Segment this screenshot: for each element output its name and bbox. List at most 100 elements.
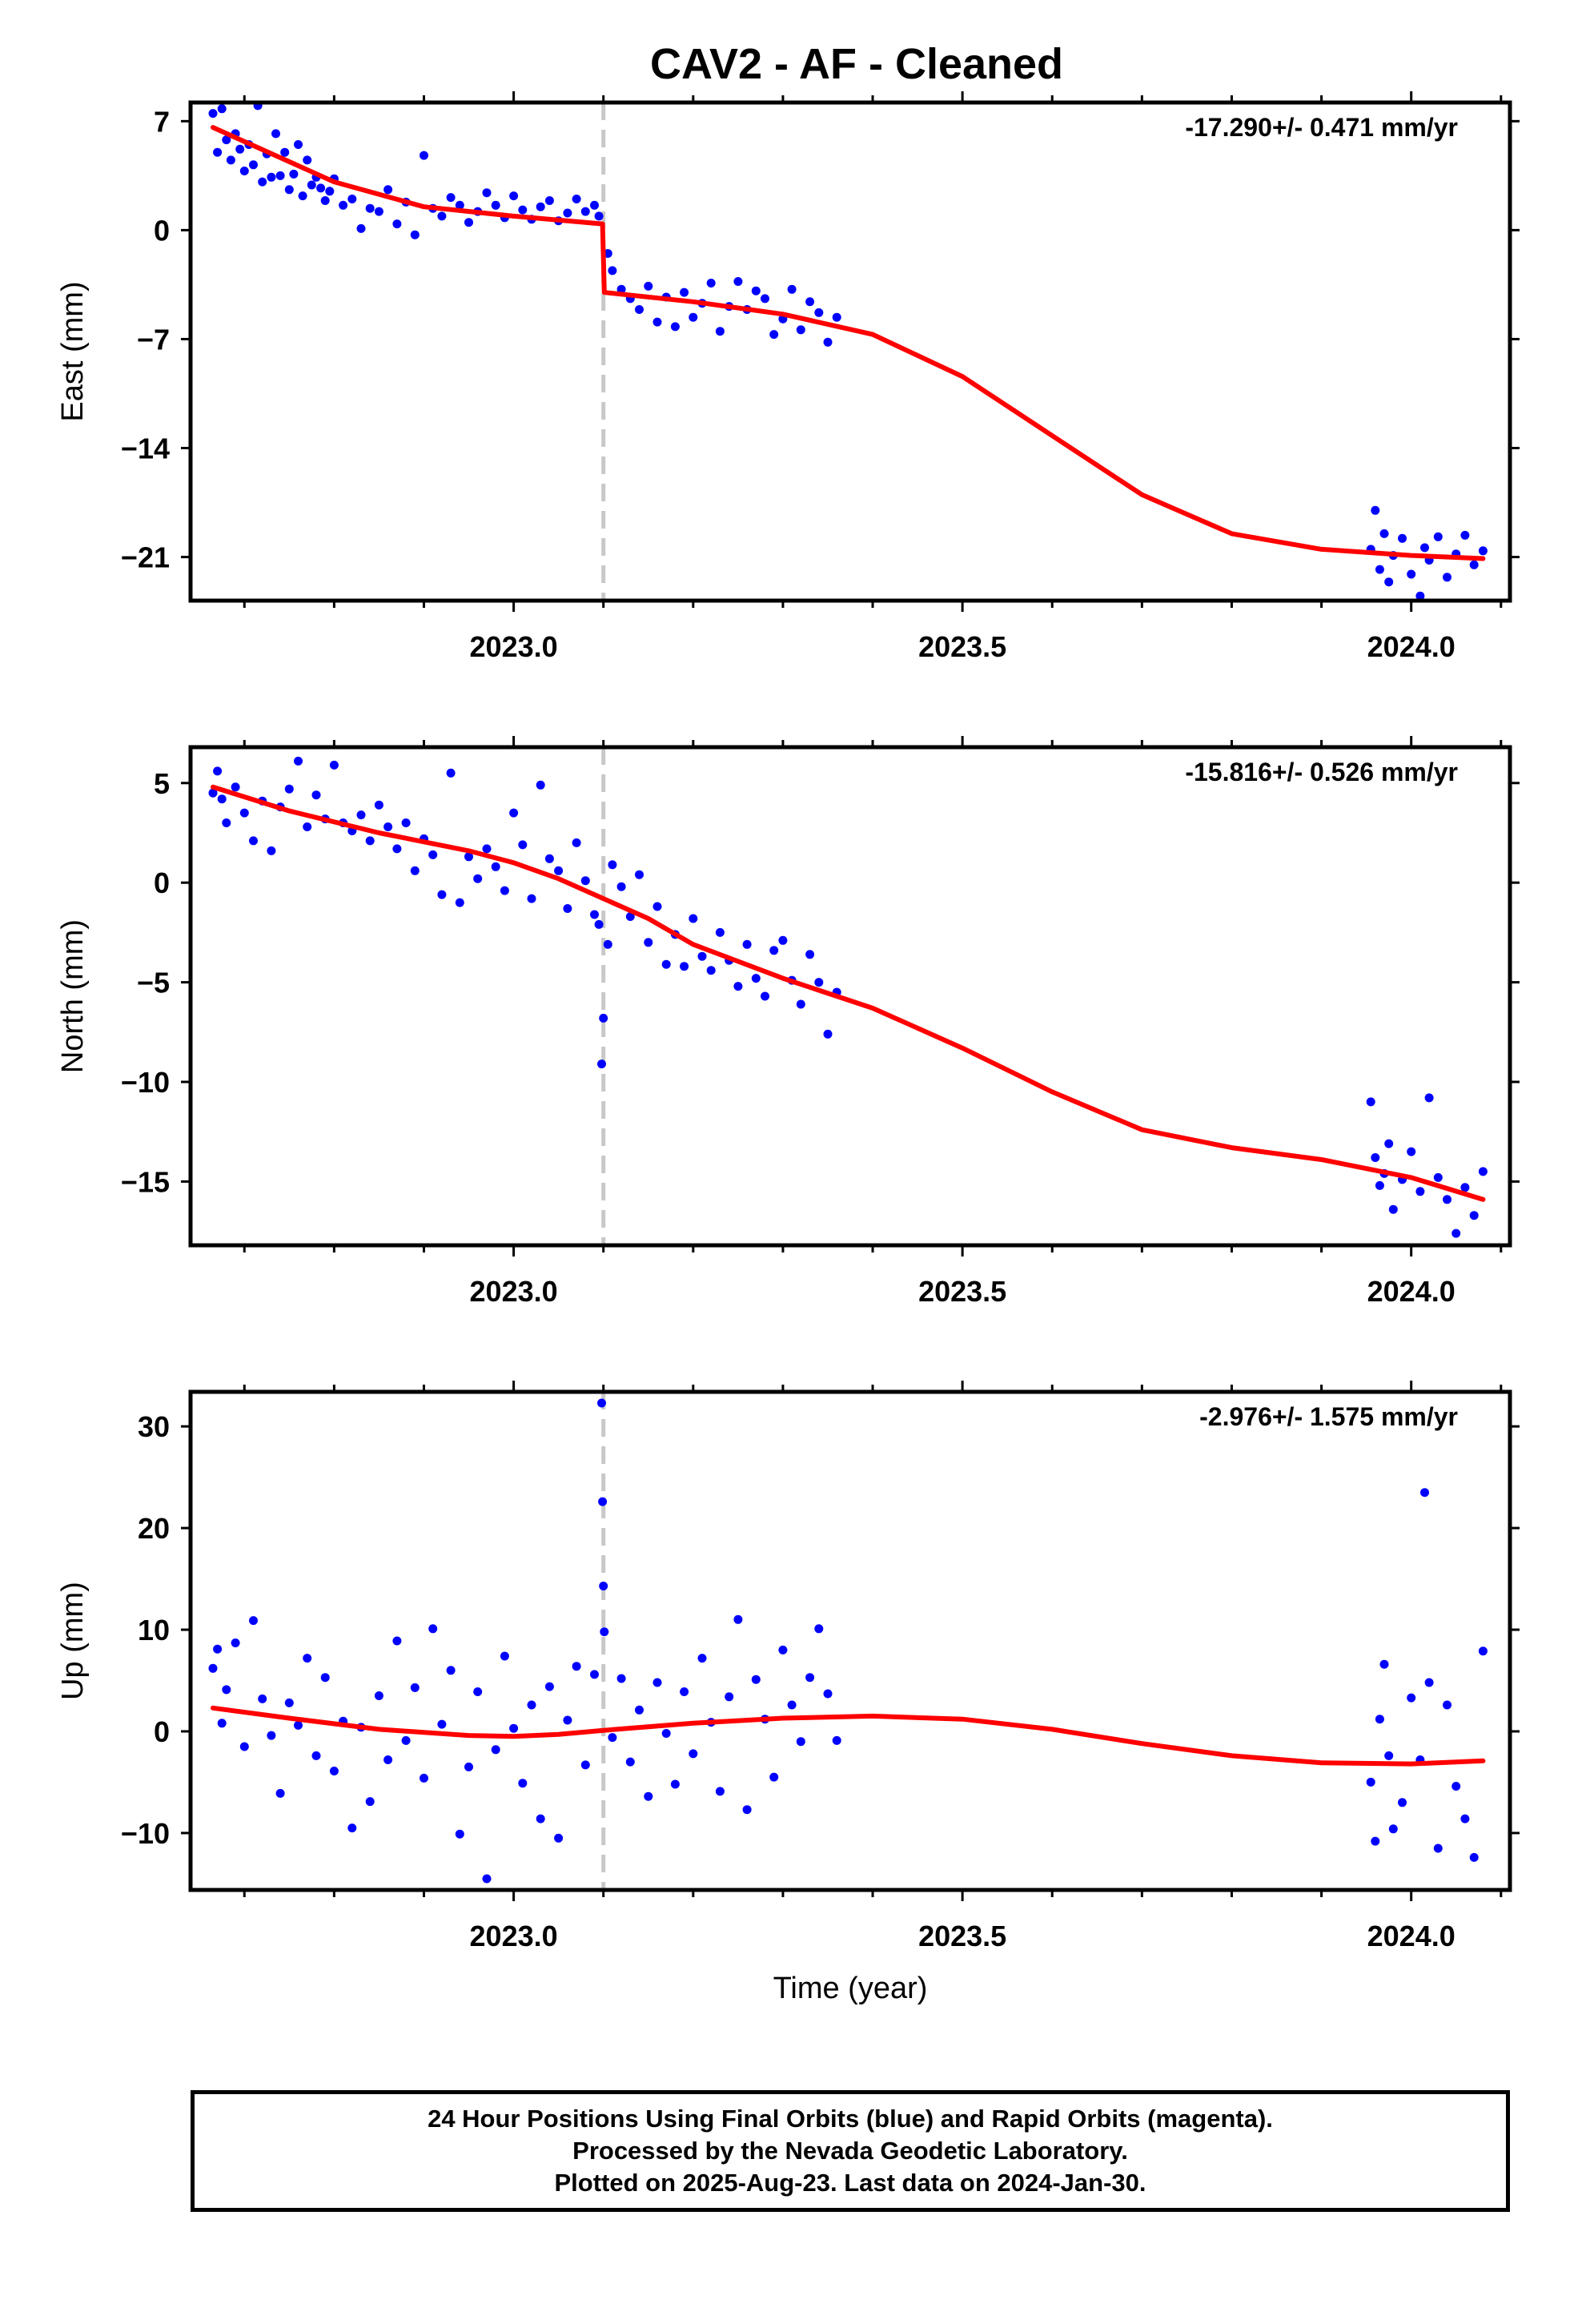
east-data-point bbox=[316, 183, 326, 193]
north-data-point bbox=[311, 790, 321, 800]
east-ytick-label: 7 bbox=[154, 105, 170, 138]
up-data-point bbox=[554, 1833, 564, 1843]
up-data-point bbox=[249, 1616, 258, 1626]
east-data-point bbox=[437, 211, 447, 221]
north-data-point bbox=[1371, 1153, 1380, 1162]
north-data-point bbox=[374, 800, 383, 810]
east-data-point bbox=[226, 155, 235, 165]
up-data-point bbox=[590, 1670, 599, 1679]
north-data-point bbox=[761, 991, 769, 1001]
east-data-point bbox=[670, 322, 680, 332]
north-data-point bbox=[635, 870, 644, 879]
east-ytick-label: −7 bbox=[137, 323, 170, 356]
up-data-point bbox=[625, 1757, 635, 1767]
up-data-point bbox=[518, 1779, 528, 1788]
east-data-point bbox=[482, 188, 492, 198]
north-data-point bbox=[733, 982, 743, 991]
up-data-point bbox=[814, 1624, 824, 1634]
north-data-point bbox=[661, 959, 671, 969]
east-data-point bbox=[271, 129, 280, 139]
north-data-point bbox=[464, 852, 473, 862]
east-data-point bbox=[715, 327, 725, 336]
east-data-point bbox=[1384, 577, 1394, 587]
up-data-point bbox=[1384, 1751, 1394, 1760]
up-data-point bbox=[420, 1773, 428, 1783]
east-data-point bbox=[392, 219, 402, 229]
up-data-point bbox=[1398, 1798, 1407, 1807]
up-data-point bbox=[267, 1731, 276, 1740]
north-data-point bbox=[401, 818, 411, 827]
north-ytick-label: −15 bbox=[121, 1165, 170, 1198]
north-xtick-label: 2024.0 bbox=[1367, 1275, 1456, 1308]
up-data-point bbox=[725, 1692, 734, 1702]
north-data-point bbox=[823, 1029, 833, 1039]
north-data-point bbox=[599, 1013, 608, 1023]
north-data-point bbox=[706, 966, 716, 975]
up-data-point bbox=[769, 1772, 779, 1782]
east-data-point bbox=[1371, 505, 1380, 515]
east-data-point bbox=[267, 172, 276, 182]
north-data-point bbox=[608, 860, 617, 870]
east-data-point bbox=[590, 200, 599, 210]
east-data-point bbox=[420, 151, 428, 160]
up-data-point bbox=[347, 1823, 357, 1833]
up-data-point bbox=[239, 1742, 249, 1751]
up-ytick-label: −10 bbox=[121, 1817, 170, 1850]
north-data-point bbox=[805, 950, 815, 959]
north-data-point bbox=[616, 882, 626, 891]
up-data-point bbox=[1478, 1647, 1488, 1656]
east-data-point bbox=[536, 202, 545, 211]
north-data-point bbox=[1366, 1097, 1375, 1107]
up-data-point bbox=[598, 1497, 608, 1506]
east-data-point bbox=[518, 205, 528, 215]
footer-caption: 24 Hour Positions Using Final Orbits (bl… bbox=[191, 2090, 1510, 2212]
up-data-point bbox=[599, 1582, 608, 1590]
north-model-curve bbox=[211, 784, 1486, 1202]
east-plot-area bbox=[208, 103, 1488, 601]
north-data-point bbox=[383, 822, 393, 831]
north-data-point bbox=[689, 914, 698, 923]
up-data-point bbox=[527, 1700, 536, 1710]
north-frame bbox=[188, 745, 1512, 1248]
up-model-curve bbox=[211, 1705, 1486, 1767]
up-data-point bbox=[1407, 1693, 1416, 1703]
footer-line-processor: Processed by the Nevada Geodetic Laborat… bbox=[572, 2137, 1128, 2165]
east-data-point bbox=[374, 207, 383, 216]
east-rate-label: -17.290+/- 0.471 mm/yr bbox=[1185, 113, 1458, 142]
north-data-point bbox=[1478, 1167, 1488, 1176]
up-data-point bbox=[428, 1624, 438, 1634]
up-data-point bbox=[222, 1685, 231, 1695]
north-data-point bbox=[491, 862, 500, 871]
up-data-point bbox=[437, 1719, 447, 1729]
north-data-point bbox=[267, 846, 276, 855]
up-data-point bbox=[401, 1735, 411, 1745]
up-data-point bbox=[464, 1762, 473, 1771]
up-data-point bbox=[635, 1705, 644, 1715]
north-data-point bbox=[536, 780, 545, 790]
up-data-point bbox=[697, 1654, 707, 1663]
up-plot-area bbox=[208, 1392, 1488, 1890]
up-data-point bbox=[751, 1675, 761, 1684]
north-data-point bbox=[482, 844, 492, 854]
east-frame bbox=[188, 100, 1512, 603]
north-data-point bbox=[544, 854, 554, 863]
east-data-point bbox=[464, 218, 473, 227]
east-data-point bbox=[805, 297, 815, 307]
east-data-point bbox=[258, 177, 267, 187]
north-data-point bbox=[303, 822, 312, 831]
north-data-point bbox=[778, 935, 788, 945]
north-data-point bbox=[1375, 1180, 1384, 1190]
east-data-point bbox=[217, 104, 227, 114]
east-data-point bbox=[814, 308, 824, 317]
east-data-point bbox=[572, 195, 581, 203]
up-data-point bbox=[446, 1666, 456, 1675]
north-data-point bbox=[213, 766, 223, 776]
east-data-point bbox=[383, 185, 393, 195]
up-data-point bbox=[258, 1694, 267, 1703]
up-data-point bbox=[482, 1874, 492, 1884]
up-data-point bbox=[1375, 1715, 1384, 1724]
north-data-point bbox=[625, 912, 635, 921]
east-data-point bbox=[644, 281, 653, 291]
north-xtick-label: 2023.0 bbox=[470, 1275, 558, 1308]
up-data-point bbox=[787, 1700, 797, 1710]
